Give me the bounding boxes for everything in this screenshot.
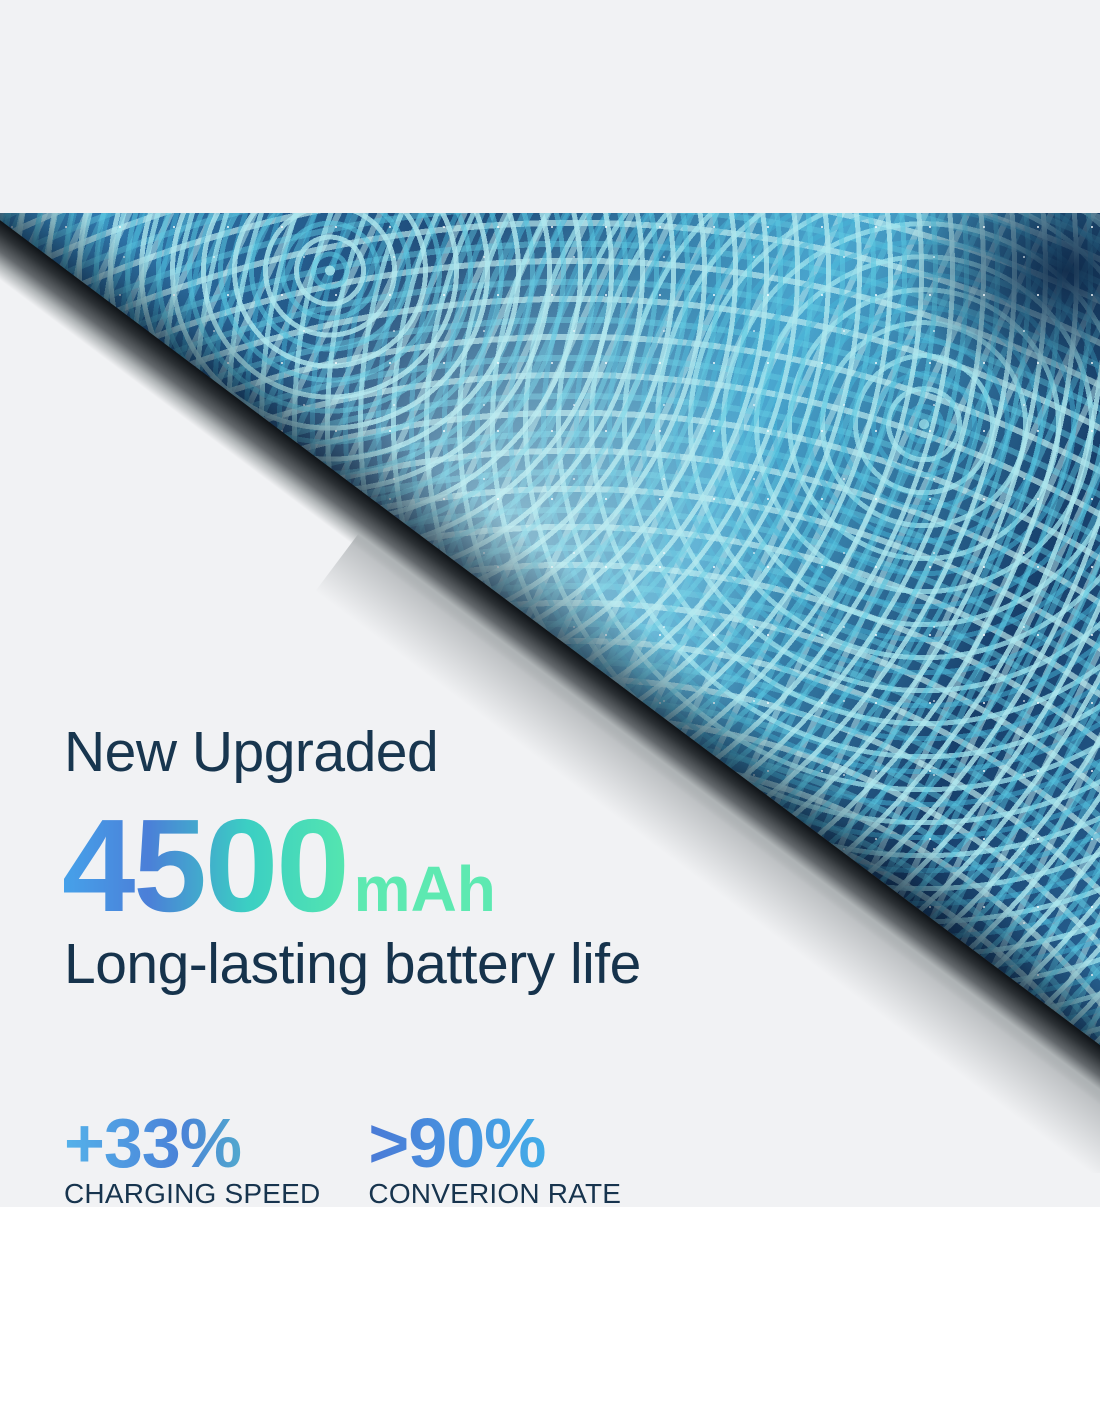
battery-capacity: 4500 mAh — [62, 800, 496, 932]
headline: Long-lasting battery life — [64, 932, 641, 996]
stat-charging-speed-label: CHARGING SPEED — [64, 1178, 321, 1209]
kicker-text: New Upgraded — [64, 720, 439, 784]
phone-back-fiber-swirl-photo — [0, 213, 1100, 1173]
battery-capacity-unit: mAh — [353, 853, 496, 925]
stat-conversion-rate-value: >90% — [368, 1108, 621, 1178]
battery-capacity-value: 4500 — [62, 792, 350, 939]
stat-conversion-rate: >90% CONVERION RATE — [368, 1108, 621, 1208]
stat-charging-speed-value: +33% — [64, 1108, 320, 1178]
stat-conversion-rate-label: CONVERION RATE — [368, 1178, 622, 1209]
stats-row: +33% CHARGING SPEED >90% CONVERION RATE — [64, 1108, 621, 1208]
stat-charging-speed: +33% CHARGING SPEED — [64, 1108, 320, 1208]
